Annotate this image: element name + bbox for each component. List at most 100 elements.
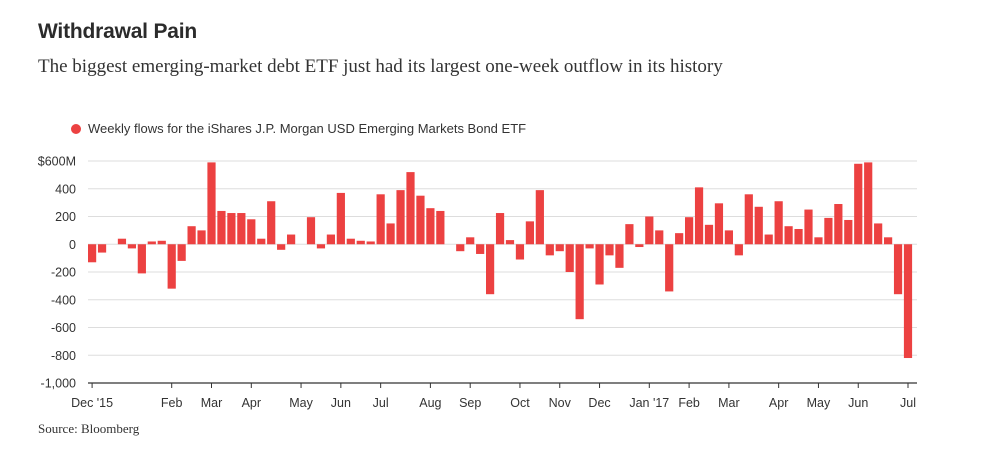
x-tick-label: Nov (549, 396, 572, 410)
x-tick-label: Dec (588, 396, 610, 410)
legend-swatch (71, 124, 81, 134)
bar (834, 204, 843, 245)
bar (237, 213, 246, 245)
y-tick-label: -1,000 (41, 377, 76, 391)
bar (814, 237, 823, 245)
y-tick-label: -200 (51, 266, 76, 280)
y-tick-label: 400 (55, 182, 76, 196)
bar (754, 206, 763, 245)
bar (476, 244, 485, 254)
bar (874, 223, 883, 245)
bar (774, 201, 783, 245)
x-tick-label: Mar (201, 396, 223, 410)
bar (535, 190, 544, 245)
bar (306, 217, 316, 245)
bar (635, 244, 644, 248)
bar (117, 238, 127, 245)
legend: Weekly flows for the iShares J.P. Morgan… (71, 121, 526, 136)
y-tick-label: -400 (51, 293, 76, 307)
bar (277, 244, 286, 250)
bar (466, 237, 475, 245)
bar (197, 230, 206, 245)
x-tick-label: Jun (331, 396, 351, 410)
bar (366, 241, 375, 245)
x-tick-label: May (289, 396, 313, 410)
bar (844, 219, 853, 245)
bar (88, 244, 97, 263)
x-tick-label: Mar (718, 396, 740, 410)
bar (257, 238, 266, 245)
bar (505, 240, 515, 245)
y-tick-label: -800 (51, 349, 76, 363)
legend-label: Weekly flows for the iShares J.P. Morgan… (88, 121, 526, 136)
bar (804, 209, 813, 245)
bar (376, 194, 385, 245)
x-tick-label: Apr (769, 396, 788, 410)
bar (267, 201, 276, 245)
bar (486, 244, 495, 295)
bar (665, 244, 674, 292)
bar (585, 244, 594, 249)
bar (764, 234, 773, 245)
bar (287, 234, 296, 245)
bar (495, 213, 505, 245)
bar (356, 240, 365, 245)
bar (247, 219, 256, 245)
source-note: Source: Bloomberg (38, 421, 140, 436)
bar (615, 244, 624, 268)
x-tick-label: Apr (242, 396, 261, 410)
bar (605, 244, 614, 256)
bar (744, 194, 753, 245)
bar (555, 244, 564, 252)
bar (346, 238, 355, 245)
x-tick-label: Jun (848, 396, 868, 410)
bar (187, 226, 196, 245)
bar (167, 244, 176, 289)
bar (326, 234, 335, 245)
y-tick-label: $600M (38, 155, 76, 169)
x-tick-label: May (807, 396, 831, 410)
x-tick-label: Jul (900, 396, 916, 410)
bar (227, 213, 236, 245)
bar (97, 244, 107, 253)
bar (884, 237, 893, 245)
bar (824, 217, 833, 245)
bar (127, 244, 136, 249)
bar (217, 210, 226, 245)
bar (864, 162, 873, 245)
bar (137, 244, 146, 274)
bar (784, 226, 793, 245)
bar (645, 216, 654, 245)
bar (675, 233, 684, 245)
chart-title: Withdrawal Pain (38, 20, 198, 43)
bar (704, 224, 714, 245)
x-tick-label: Aug (419, 396, 441, 410)
y-tick-label: 200 (55, 210, 76, 224)
bar (456, 244, 465, 252)
bar (207, 162, 216, 245)
x-tick-label: Jan '17 (629, 396, 669, 410)
bar (436, 210, 445, 245)
y-tick-label: 0 (69, 238, 76, 252)
bar (515, 244, 525, 260)
bar (724, 230, 733, 245)
x-tick-label: Dec '15 (71, 396, 113, 410)
bar (426, 208, 435, 245)
bar (545, 244, 554, 256)
bar (406, 172, 415, 245)
bar (177, 244, 186, 261)
bar (794, 228, 803, 245)
bar (147, 241, 156, 245)
bar (734, 244, 743, 256)
bar (714, 203, 724, 245)
x-tick-label: Oct (510, 396, 530, 410)
bar (655, 230, 664, 245)
chart-subtitle: The biggest emerging-market debt ETF jus… (38, 56, 723, 77)
x-axis: Dec '15 Feb Mar Apr May Jun Jul Aug Sep Oct Nov Dec… (71, 382, 917, 410)
x-tick-label: Feb (678, 396, 700, 410)
bar (416, 195, 425, 245)
bar (903, 244, 913, 359)
y-tick-label: -600 (51, 321, 76, 335)
bar (625, 224, 634, 245)
